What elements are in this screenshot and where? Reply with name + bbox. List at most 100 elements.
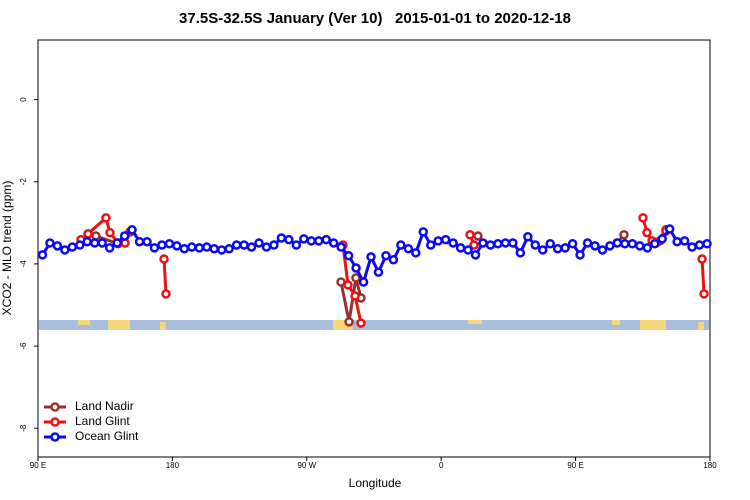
data-point <box>306 236 317 246</box>
data-point <box>478 238 488 248</box>
data-point <box>620 239 630 249</box>
data-point <box>239 240 249 250</box>
data-point <box>366 252 376 262</box>
x-tick-label: 90 W <box>297 461 316 470</box>
data-point <box>321 234 331 245</box>
data-point <box>433 236 443 246</box>
data-point <box>694 240 705 250</box>
legend-marker <box>50 402 60 412</box>
data-point <box>605 241 615 251</box>
data-point <box>60 245 70 255</box>
data-point <box>351 273 361 283</box>
x-tick-label: 90 E <box>30 461 46 470</box>
data-point <box>299 234 309 244</box>
data-point <box>463 245 473 255</box>
data-point <box>612 238 623 248</box>
y-tick-label: -2 <box>19 178 28 186</box>
data-point <box>52 241 63 251</box>
data-point <box>119 231 130 241</box>
data-point <box>552 243 563 254</box>
data-point <box>291 240 302 250</box>
data-point <box>418 227 429 237</box>
y-tick-label: -6 <box>19 342 28 350</box>
data-point <box>373 267 384 277</box>
data-point <box>425 240 436 250</box>
data-point <box>358 277 369 287</box>
y-tick-label: 0 <box>19 97 28 102</box>
data-point <box>638 213 648 223</box>
data-point <box>105 227 115 238</box>
data-point <box>101 213 111 223</box>
data-point <box>575 250 585 260</box>
data-point <box>161 289 171 299</box>
data-point <box>284 234 294 245</box>
data-point <box>157 240 167 250</box>
data-point <box>411 248 421 258</box>
plot-frame <box>37 39 711 458</box>
data-point <box>112 238 122 248</box>
x-tick-label: 0 <box>439 461 444 470</box>
data-point <box>396 240 406 250</box>
data-point <box>164 239 175 249</box>
data-point <box>231 240 242 250</box>
legend-label: Land Nadir <box>75 399 134 413</box>
data-point <box>45 238 55 248</box>
data-point <box>246 242 257 252</box>
data-point <box>172 241 182 251</box>
data-point <box>104 243 115 253</box>
x-tick-label: 180 <box>703 461 717 470</box>
data-point <box>702 239 712 249</box>
data-point <box>336 242 346 252</box>
data-point <box>276 233 287 243</box>
data-point <box>627 239 638 249</box>
plot-area <box>37 213 712 328</box>
data-point <box>187 242 197 252</box>
data-point <box>149 243 160 253</box>
data-point <box>356 318 366 328</box>
data-point <box>567 239 578 249</box>
data-point <box>159 254 169 264</box>
legend-marker <box>50 432 60 442</box>
data-point <box>179 243 190 254</box>
data-point <box>67 242 78 252</box>
data-point <box>254 238 264 248</box>
data-point <box>619 229 629 240</box>
data-point <box>469 240 479 250</box>
data-point <box>343 250 354 261</box>
x-tick-label: 90 E <box>567 461 583 470</box>
legend-marker <box>50 417 60 427</box>
data-point <box>216 245 227 255</box>
data-point <box>83 229 93 239</box>
data-point <box>350 291 360 301</box>
data-point <box>37 250 48 260</box>
data-point <box>403 243 414 254</box>
data-point <box>545 239 555 249</box>
data-point <box>597 245 608 255</box>
data-point <box>493 239 503 249</box>
legend-label: Ocean Glint <box>75 429 139 443</box>
data-point <box>328 238 339 248</box>
y-tick-label: -8 <box>19 424 28 432</box>
data-point <box>194 243 205 253</box>
data-point <box>97 238 107 248</box>
y-axis-label: XCO2 - MLO trend (ppm) <box>0 181 14 316</box>
data-point <box>500 238 511 248</box>
data-point <box>269 240 279 250</box>
data-point <box>313 236 324 246</box>
data-point <box>344 317 354 327</box>
data-point <box>642 227 652 238</box>
data-point <box>127 225 137 235</box>
data-point <box>687 242 697 252</box>
data-point <box>440 234 451 245</box>
data-point <box>515 248 526 258</box>
data-point <box>134 236 145 247</box>
data-point <box>672 236 682 247</box>
data-point <box>82 236 93 247</box>
data-point <box>697 254 707 264</box>
data-point <box>473 231 483 241</box>
data-point <box>470 250 481 260</box>
data-point <box>465 229 475 240</box>
data-point <box>530 240 541 250</box>
data-point <box>388 255 399 265</box>
